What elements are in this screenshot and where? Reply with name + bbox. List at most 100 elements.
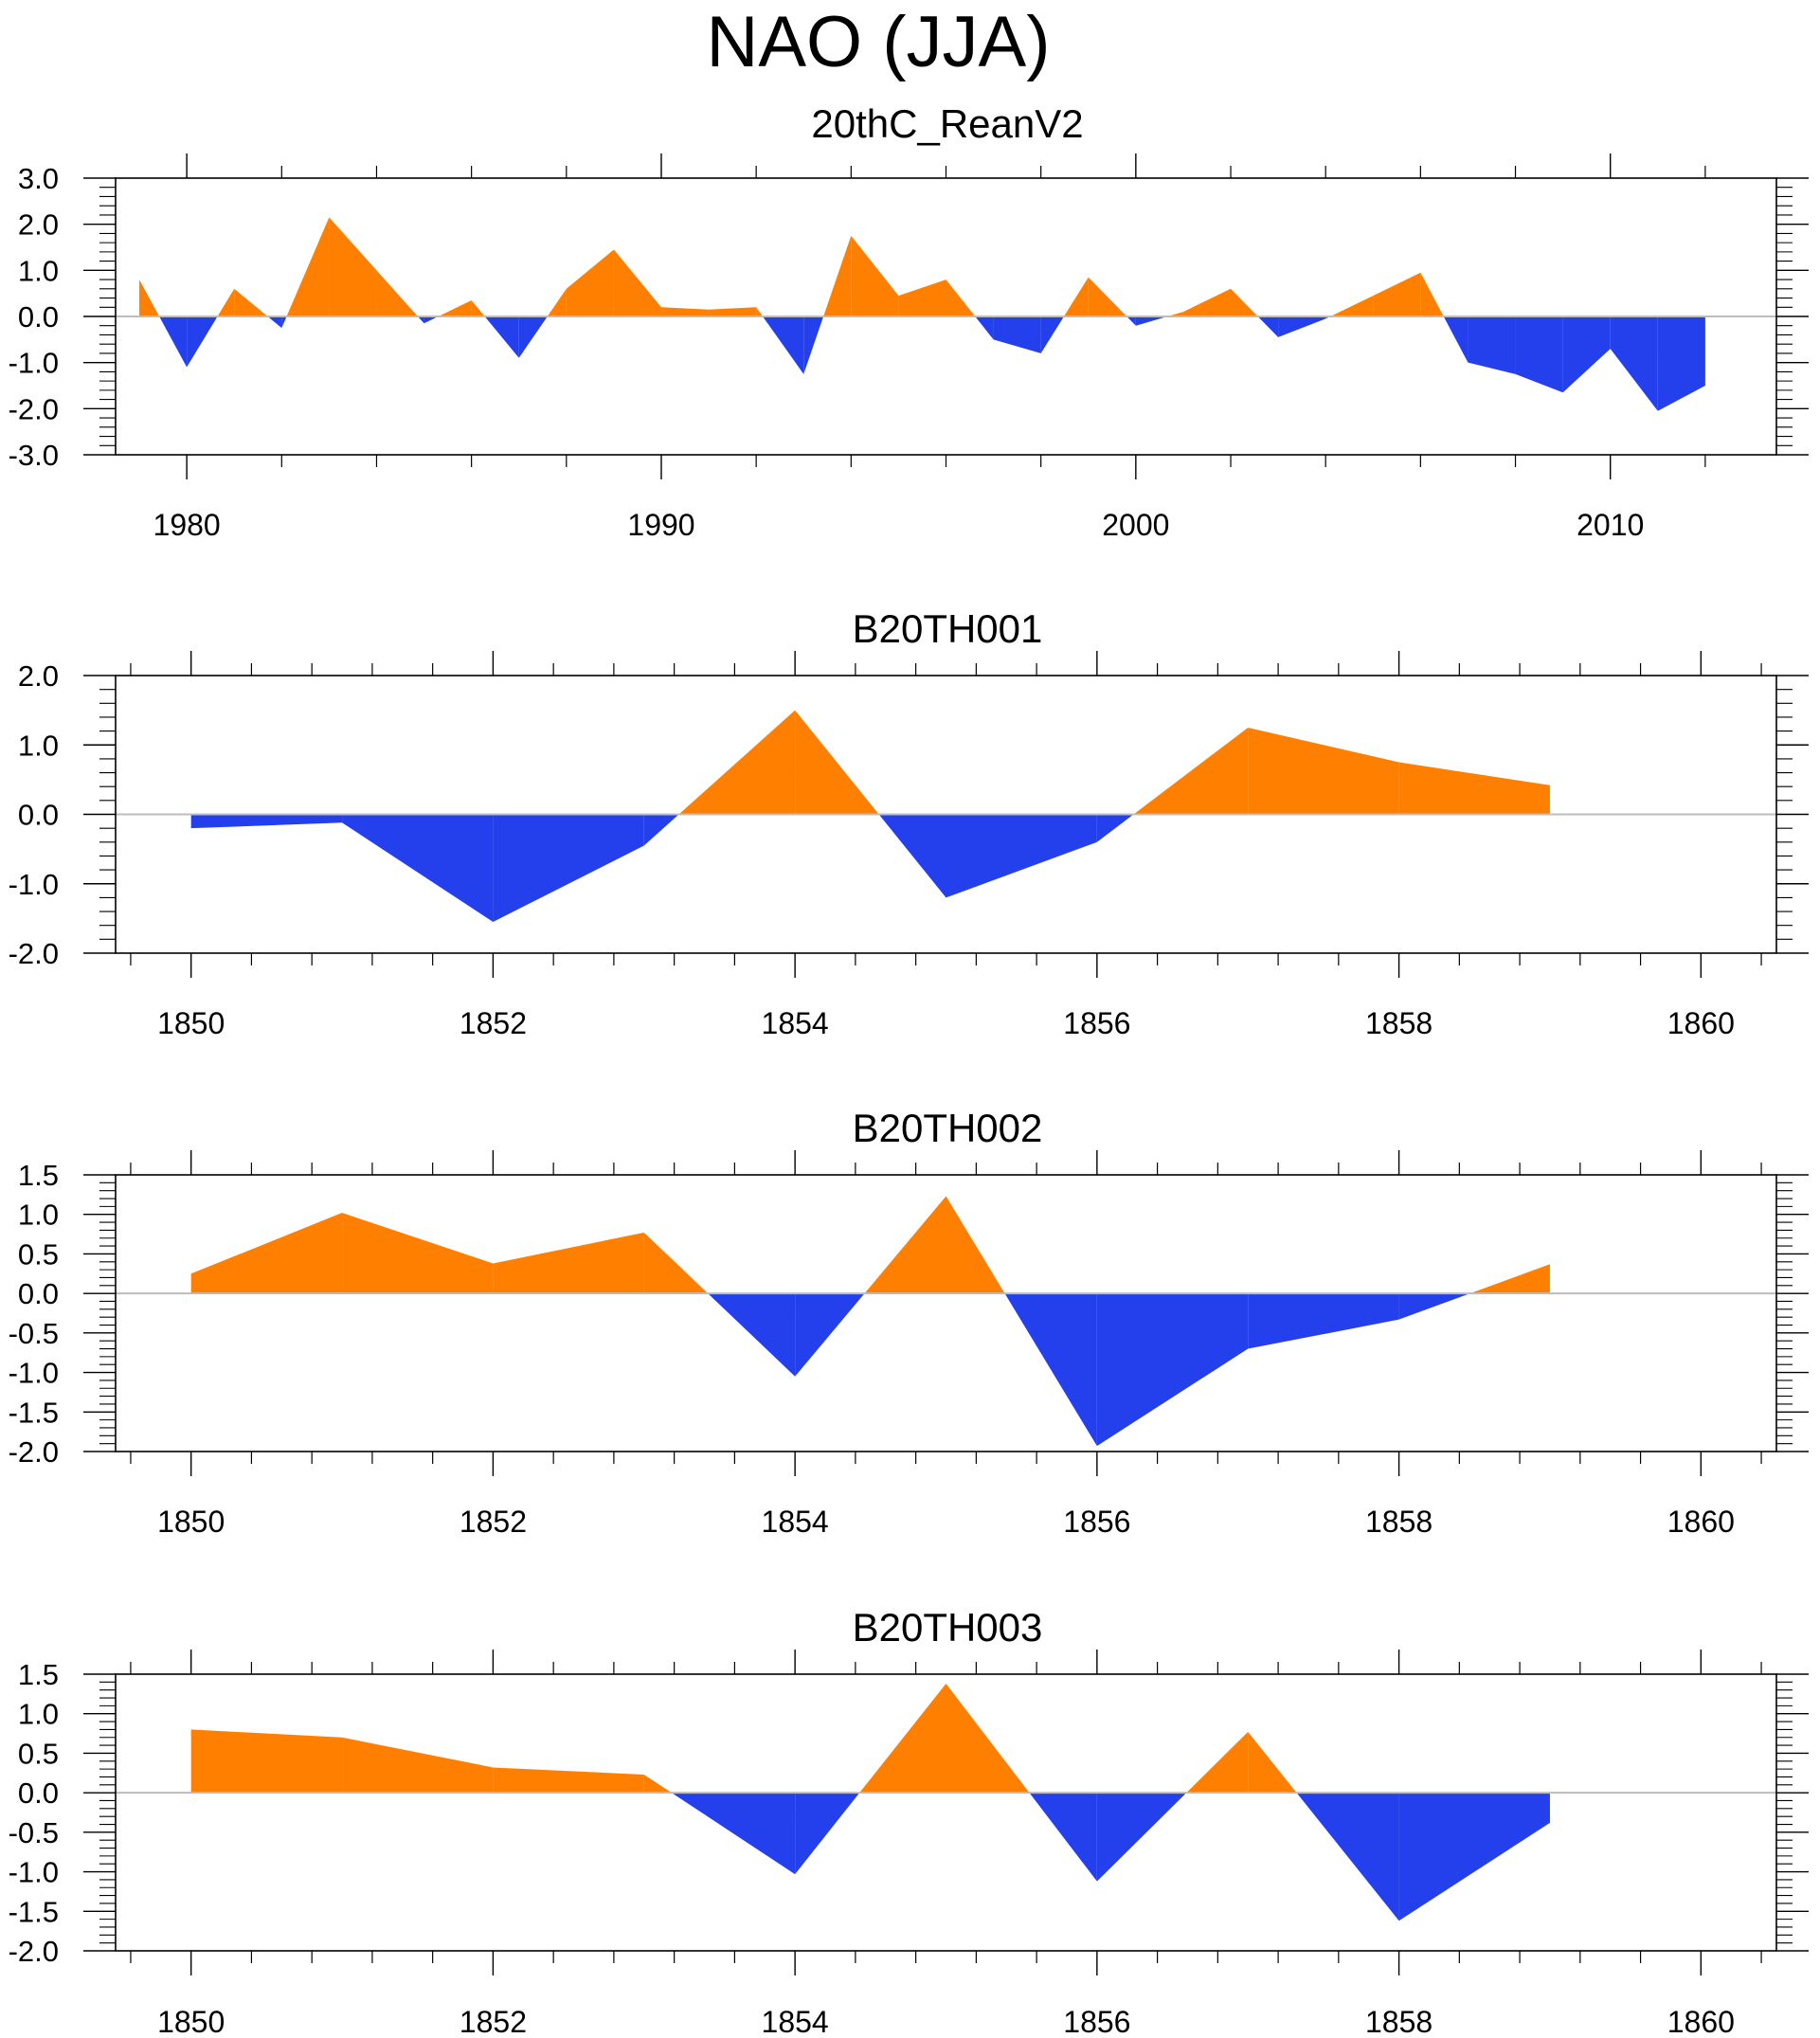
negative-area <box>671 1793 796 1875</box>
negative-area <box>1004 1293 1097 1447</box>
negative-area <box>1296 1793 1399 1921</box>
negative-area <box>484 316 519 358</box>
x-tick-label: 1852 <box>460 2005 527 2038</box>
negative-area <box>1135 316 1168 326</box>
positive-area <box>823 235 852 316</box>
x-tick-label: 1990 <box>627 508 694 542</box>
positive-area <box>1088 277 1127 316</box>
negative-area <box>1096 1793 1187 1882</box>
negative-area <box>418 316 424 324</box>
negative-area <box>1096 814 1134 842</box>
positive-area <box>438 299 472 316</box>
negative-area <box>1040 316 1064 353</box>
y-tick-label: 1.0 <box>18 1199 59 1232</box>
panel-20thc-reanv2: 20thC_ReanV2 1980 1990 2000 2010 3.0 2.0 1.0 0.0… <box>9 101 1809 542</box>
negative-area <box>1562 316 1611 393</box>
positive-area <box>342 1737 494 1794</box>
panel-b20th003: B20TH003 1850 1852 1854 1856 1858 1860 1.5 1.0 0.… <box>9 1605 1809 2038</box>
x-tick-label: 1850 <box>157 2005 225 2038</box>
y-tick-label: 3.0 <box>18 162 59 195</box>
y-tick-label: 0.5 <box>18 1237 59 1271</box>
y-tick-label: 1.0 <box>18 729 59 762</box>
negative-area <box>518 316 548 358</box>
positive-area <box>613 249 661 316</box>
y-tick-label: 0.0 <box>18 1776 59 1810</box>
positive-area <box>1420 272 1444 316</box>
y-tick-label: 1.0 <box>18 254 59 287</box>
positive-area <box>643 1232 709 1294</box>
positive-area <box>946 280 976 316</box>
negative-area <box>159 316 188 368</box>
positive-area <box>217 288 235 316</box>
panel-b20th002: B20TH002 1850 1852 1854 1856 1858 1860 1.5 1.0 0.… <box>9 1106 1809 1539</box>
y-tick-label: 0.0 <box>18 300 59 334</box>
positive-area <box>1469 1264 1550 1294</box>
y-tick-label: 2.0 <box>18 208 59 242</box>
x-tick-label: 2000 <box>1102 508 1169 542</box>
positive-area <box>1398 762 1550 815</box>
positive-area <box>342 1213 494 1294</box>
negative-area <box>643 814 679 846</box>
positive-area <box>1133 727 1249 815</box>
negative-area <box>1029 1793 1097 1882</box>
negative-area <box>281 316 287 329</box>
y-tick-label: -1.0 <box>9 1856 59 1889</box>
y-tick-label: 2.0 <box>18 659 59 693</box>
positive-area <box>190 1729 343 1794</box>
positive-area <box>1373 272 1421 316</box>
positive-area <box>1186 1731 1249 1794</box>
positive-area <box>1231 288 1258 316</box>
negative-area <box>708 1293 796 1377</box>
positive-area <box>660 307 710 316</box>
positive-area <box>643 1774 672 1794</box>
panel-title: B20TH002 <box>853 1106 1043 1150</box>
negative-area <box>1468 316 1516 374</box>
x-tick-label: 1858 <box>1365 1505 1433 1539</box>
x-tick-label: 1856 <box>1063 1505 1130 1539</box>
positive-area <box>851 235 899 316</box>
positive-area <box>376 270 419 316</box>
panel-title: B20TH001 <box>853 606 1043 651</box>
positive-area <box>946 1684 1030 1794</box>
negative-area <box>975 316 994 340</box>
negative-area <box>342 814 494 923</box>
positive-area <box>329 217 377 316</box>
negative-area <box>1610 316 1658 411</box>
positive-area <box>678 710 796 815</box>
y-tick-label: 1.0 <box>18 1698 59 1731</box>
negative-area <box>493 814 644 923</box>
x-tick-label: 1856 <box>1063 1006 1130 1040</box>
positive-area <box>864 1196 946 1294</box>
positive-area <box>471 299 485 316</box>
positive-area <box>139 280 160 316</box>
y-tick-label: -1.0 <box>9 1357 59 1390</box>
panel-title: B20TH003 <box>853 1605 1043 1650</box>
y-tick-label: -1.5 <box>9 1396 59 1429</box>
x-tick-label: 1852 <box>460 1505 527 1539</box>
positive-area <box>1330 296 1374 316</box>
y-tick-label: -3.0 <box>9 439 59 472</box>
positive-area <box>493 1232 644 1294</box>
negative-area <box>187 316 218 368</box>
positive-area <box>493 1767 644 1794</box>
panel-b20th001: B20TH001 1850 1852 1854 1856 1858 1860 2.0 1.0 0.… <box>9 606 1809 1040</box>
figure-title: NAO (JJA) <box>706 2 1051 82</box>
x-tick-label: 1860 <box>1667 1006 1735 1040</box>
y-tick-label: 0.5 <box>18 1737 59 1770</box>
positive-area <box>1063 277 1089 316</box>
positive-area <box>1167 312 1183 316</box>
panel-title: 20thC_ReanV2 <box>811 101 1083 146</box>
negative-area <box>993 316 1041 353</box>
x-tick-label: 1980 <box>153 508 221 542</box>
x-tick-label: 1858 <box>1365 2005 1433 2038</box>
y-tick-label: 1.5 <box>18 1159 59 1192</box>
y-tick-label: -1.0 <box>9 347 59 380</box>
negative-area <box>795 1293 865 1377</box>
negative-area <box>423 316 439 324</box>
plot-frame <box>115 1174 1777 1452</box>
x-tick-label: 1856 <box>1063 2005 1130 2038</box>
negative-area <box>795 1793 860 1875</box>
y-tick-label: -2.0 <box>9 392 59 425</box>
negative-area <box>878 814 946 898</box>
